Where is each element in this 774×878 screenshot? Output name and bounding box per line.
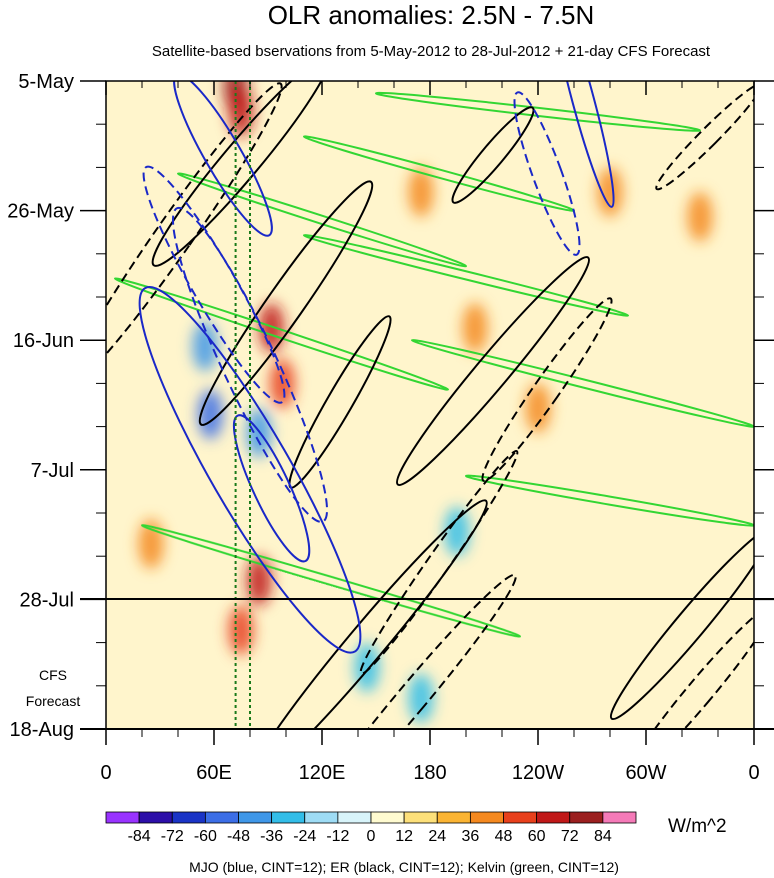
x-tick-label: 120E <box>299 762 346 784</box>
kelvin-band <box>410 339 754 428</box>
kelvin-band <box>113 277 450 391</box>
footer-legend: MJO (blue, CINT=12); ER (black, CINT=12)… <box>189 859 619 875</box>
colorbar: -84 -72 -60 -48 -36 -24 -12 0 12 24 36 48 60 72 84 <box>105 811 637 845</box>
y-axis: 5-May 26-May 16-Jun 7-Jul 28-Jul 18-Aug <box>7 71 774 741</box>
colorbar-label: 24 <box>428 828 446 845</box>
kelvin-band <box>464 474 754 527</box>
kelvin-band <box>302 234 630 317</box>
anomaly-blob <box>192 321 218 372</box>
kelvin-band <box>140 524 522 638</box>
x-tick-label: 180 <box>413 762 446 784</box>
colorbar-label: -36 <box>260 828 283 845</box>
colorbar-label: -24 <box>293 828 316 845</box>
er-contour-solid <box>151 81 331 267</box>
er-contour-dashed <box>307 573 517 729</box>
colorbar-box <box>469 811 504 824</box>
er-contour-dashed <box>481 297 613 482</box>
colorbar-box <box>271 811 306 824</box>
er-contour-solid <box>451 106 535 204</box>
colorbar-box <box>204 811 239 824</box>
anomaly-blob <box>444 506 470 557</box>
mjo-contour-dashed <box>171 206 329 523</box>
mjo-contour-dashed <box>513 91 581 256</box>
anomaly-blob <box>687 192 713 242</box>
y-tick-label: 7-Jul <box>31 460 74 482</box>
y-tick-label: 5-May <box>18 71 74 93</box>
colorbar-box <box>503 811 538 824</box>
kelvin-band <box>176 172 468 268</box>
er-contour-solid <box>246 499 488 729</box>
x-tick-label: 0 <box>748 762 759 784</box>
mjo-contour-solid <box>138 286 362 654</box>
x-tick-label: 60W <box>625 762 666 784</box>
anomaly-blob <box>354 642 380 692</box>
chart-title: OLR anomalies: 2.5N - 7.5N <box>268 0 595 30</box>
colorbar-label: 0 <box>367 828 376 845</box>
chart-subtitle: Satellite-based bservations from 5-May-2… <box>152 43 711 60</box>
colorbar-box <box>569 811 604 824</box>
colorbar-box <box>403 811 438 824</box>
colorbar-box <box>436 811 471 824</box>
er-contour-solid <box>395 256 591 486</box>
colorbar-units: W/m^2 <box>668 816 727 837</box>
anomaly-blob <box>525 383 551 433</box>
colorbar-label: -60 <box>194 828 217 845</box>
colorbar-label: 36 <box>461 828 479 845</box>
forecast-label-line2: Forecast <box>26 693 81 709</box>
colorbar-label: -72 <box>161 828 184 845</box>
colorbar-box <box>171 811 206 824</box>
x-tick-label: 120W <box>512 762 564 784</box>
colorbar-label: -12 <box>326 828 349 845</box>
x-axis: 0 60E 120E 180 120W 60W 0 <box>80 81 774 784</box>
colorbar-label: 72 <box>561 828 579 845</box>
x-tick-label: 0 <box>100 762 111 784</box>
er-contour-solid <box>198 180 374 426</box>
colorbar-box <box>238 811 273 824</box>
er-contour-dashed <box>106 82 283 389</box>
colorbar-label: 84 <box>594 828 612 845</box>
colorbar-box <box>138 811 173 824</box>
colorbar-box <box>370 811 405 824</box>
colorbar-label: -48 <box>227 828 250 845</box>
colorbar-label: 48 <box>495 828 513 845</box>
colorbar-box <box>337 811 372 824</box>
colorbar-box <box>304 811 339 824</box>
reference-longitude-lines <box>234 81 251 729</box>
anomaly-blob <box>408 673 434 723</box>
mjo-contour-solid <box>551 81 615 208</box>
y-tick-label: 18-Aug <box>10 719 75 741</box>
mjo-contours <box>138 81 615 654</box>
x-tick-label: 60E <box>196 762 232 784</box>
colorbar-box <box>602 811 637 824</box>
anomaly-blob <box>597 167 623 217</box>
anomaly-blob <box>259 303 285 353</box>
anomaly-blob <box>197 389 223 439</box>
y-tick-label: 16-Jun <box>13 330 74 352</box>
anomaly-blob <box>462 303 488 353</box>
mjo-contour-solid <box>232 414 311 563</box>
colorbar-label: -84 <box>128 828 151 845</box>
mjo-contour-solid <box>173 81 273 237</box>
colorbar-label: 60 <box>528 828 546 845</box>
y-tick-label: 26-May <box>7 201 74 223</box>
er-contour-dashed <box>626 605 754 729</box>
y-tick-label: 28-Jul <box>20 589 74 611</box>
colorbar-box <box>105 811 140 824</box>
forecast-label-line1: CFS <box>39 667 67 683</box>
plot-area <box>106 81 754 729</box>
colorbar-label: 12 <box>395 828 413 845</box>
colorbar-box <box>536 811 571 824</box>
anomaly-blob <box>408 167 434 217</box>
er-contour-solid <box>609 528 754 721</box>
er-contour-dashed <box>655 82 754 191</box>
